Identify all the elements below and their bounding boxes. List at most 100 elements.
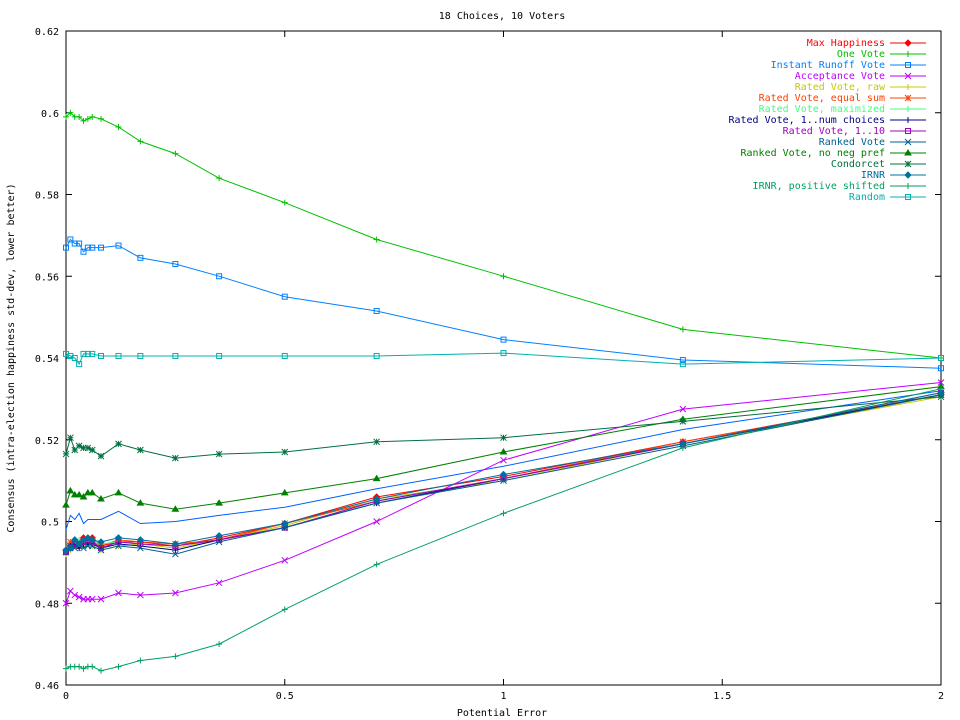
legend-marker-ranked-vote-no-neg-pref [904,149,912,156]
data-point-random [172,352,179,359]
data-point-ranked-vote [281,524,289,531]
data-point-irnr-positive-shifted [216,641,223,648]
legend-marker-rated-vote-1-num-choices [905,117,911,123]
y-tick-label: 0.58 [35,191,59,202]
y-tick-label: 0.62 [35,27,59,38]
data-point-instant-runoff-vote [172,260,179,267]
data-point-one-vote [76,113,83,120]
data-point-irnr-positive-shifted [679,444,686,451]
data-point-irnr-positive-shifted [115,663,122,670]
data-point-irnr-positive-shifted [172,653,179,660]
legend-label-one-vote: One Vote [837,49,885,60]
data-point-condorcet [500,434,507,442]
legend-marker-one-vote [905,51,911,57]
data-point-one-vote [679,326,686,333]
data-point-condorcet [80,444,87,452]
data-point-ranked-vote-no-neg-pref [97,495,105,502]
data-point-random [71,355,78,361]
data-point-random [500,350,507,357]
data-point-irnr [75,540,83,548]
data-point-one-vote [373,236,380,243]
data-point-one-vote [80,117,87,124]
data-point-one-vote [500,273,507,280]
data-point-ranked-vote-no-neg-pref [171,505,180,512]
data-point-random [98,352,104,359]
data-point-irnr [171,540,180,548]
data-point-instant-runoff-vote [71,240,78,247]
y-tick-label: 0.56 [35,272,59,283]
data-point-irnr [499,470,508,479]
data-point-random [89,350,96,357]
legend-label-rated-vote-1-10: Rated Vote, 1..10 [783,126,885,137]
legend-marker-instant-runoff-vote [905,62,911,68]
data-point-one-vote [98,115,104,122]
data-point-irnr [215,532,223,540]
data-point-random [679,361,686,368]
data-point-instant-runoff-vote [98,244,104,251]
data-point-acceptance-vote [88,595,96,603]
legend-marker-max-happiness [904,39,912,47]
legend-label-irnr-positive-shifted: IRNR, positive shifted [753,181,885,192]
legend-marker-rated-vote-equal-sum [904,94,912,102]
data-point-ranked-vote-no-neg-pref [79,493,88,500]
data-point-acceptance-vote [62,599,70,607]
data-point-ranked-vote-no-neg-pref [66,486,75,494]
data-point-acceptance-vote [281,556,289,564]
data-point-condorcet [373,438,380,446]
data-point-ranked-vote [172,550,179,558]
y-tick-label: 0.46 [35,681,59,692]
data-point-irnr [372,495,381,503]
data-point-ranked-vote-no-neg-pref [136,499,145,506]
data-point-ranked-vote-no-neg-pref [83,488,92,496]
x-tick-label: 0 [63,691,69,702]
series-instant-runoff-vote [63,236,944,372]
data-point-condorcet [97,452,105,460]
data-point-instant-runoff-vote [76,240,83,247]
series-one-vote [63,109,944,361]
data-point-irnr-positive-shifted [938,385,944,392]
data-point-ranked-vote [373,499,380,507]
legend-label-irnr: IRNR [861,170,886,181]
data-point-ranked-vote-no-neg-pref [88,488,97,496]
data-point-instant-runoff-vote [80,248,87,255]
data-point-ranked-vote-no-neg-pref [280,488,289,496]
data-point-ranked-vote [88,542,96,550]
data-point-irnr-positive-shifted [373,561,380,568]
data-point-random [80,350,87,357]
x-tick-label: 1 [500,691,506,702]
data-point-ranked-vote [215,538,223,546]
data-point-instant-runoff-vote [67,236,74,243]
data-point-random [84,350,91,357]
data-point-irnr-positive-shifted [500,510,507,517]
x-tick-label: 1.5 [713,691,731,702]
x-tick-label: 2 [938,691,944,702]
data-point-acceptance-vote [937,379,945,386]
data-point-condorcet [88,446,96,454]
data-point-acceptance-vote [215,579,223,587]
data-point-condorcet [75,442,83,450]
data-point-one-vote [67,109,74,116]
data-point-ranked-vote-no-neg-pref [215,499,224,506]
legend-marker-rated-vote-maximized [905,106,911,112]
y-tick-label: 0.54 [35,354,59,365]
data-point-condorcet [172,454,179,462]
series-condorcet [62,393,945,462]
data-point-one-vote [115,124,122,131]
data-point-ranked-vote-no-neg-pref [372,474,381,482]
data-point-condorcet [937,393,945,401]
data-point-ranked-vote-no-neg-pref [75,490,84,498]
data-point-irnr [71,536,79,544]
data-point-ranked-vote [500,477,507,484]
data-point-random [115,352,122,359]
legend-label-ranked-vote-no-neg-pref: Ranked Vote, no neg pref [741,148,886,159]
data-point-ranked-vote-no-neg-pref [62,501,70,508]
data-point-irnr [97,538,105,546]
data-point-condorcet [281,448,289,456]
data-point-random [216,352,223,359]
legend-marker-condorcet [904,160,912,168]
series-acceptance-vote [62,379,945,607]
data-point-ranked-vote [80,544,87,552]
data-point-irnr-positive-shifted [63,665,69,672]
data-point-one-vote [216,175,223,182]
data-point-ranked-vote-no-neg-pref [499,448,508,455]
